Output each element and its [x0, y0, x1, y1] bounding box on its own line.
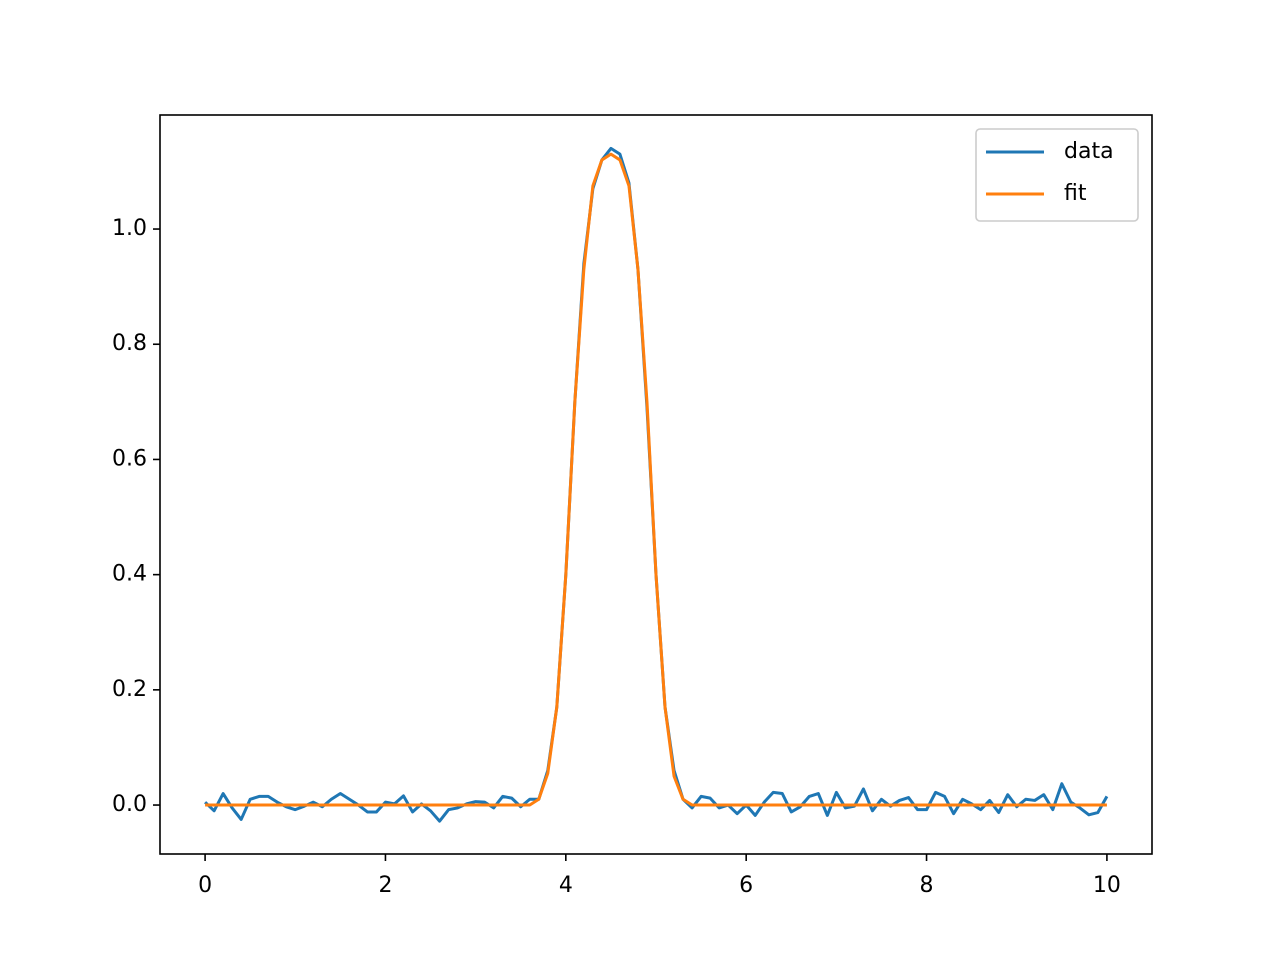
legend-label: fit	[1064, 181, 1087, 206]
y-tick-label: 0.8	[112, 331, 147, 356]
legend-box	[975, 128, 1139, 222]
x-tick-label: 0	[198, 873, 212, 898]
y-tick-label: 0.4	[112, 562, 147, 587]
y-tick-label: 0.2	[112, 677, 147, 702]
x-tick-label: 10	[1093, 873, 1121, 898]
y-tick-label: 1.0	[112, 216, 147, 241]
legend-label: data	[1064, 139, 1114, 164]
line-series	[205, 152, 1107, 807]
x-tick-label: 2	[378, 873, 392, 898]
x-tick-label: 6	[739, 873, 753, 898]
x-tick-label: 8	[920, 873, 934, 898]
y-tick-label: 0.0	[112, 792, 147, 817]
y-tick-label: 0.6	[112, 446, 147, 471]
x-tick-label: 4	[559, 873, 573, 898]
plot-frame	[159, 114, 1153, 855]
